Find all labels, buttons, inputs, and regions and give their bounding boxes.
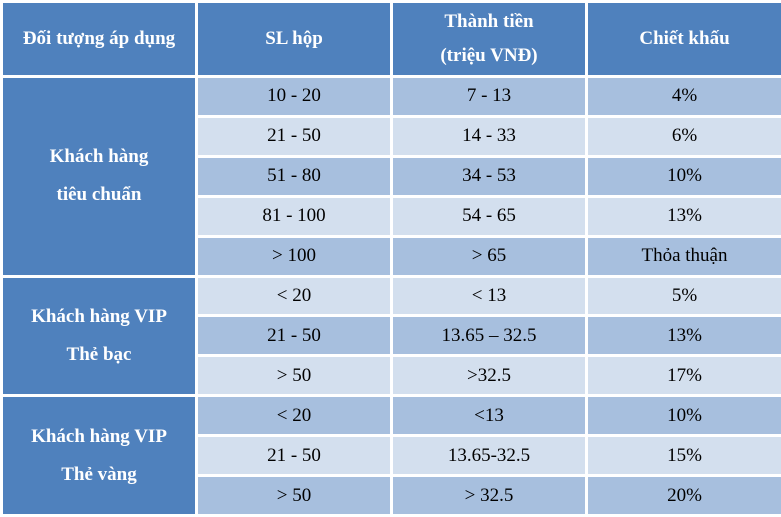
cell-quantity: > 50 [198,357,390,395]
header-target: Đối tượng áp dụng [3,3,195,75]
cell-discount: 13% [588,197,781,235]
group-label-line1: Khách hàng [49,146,149,168]
cell-quantity: 81 - 100 [198,197,390,235]
table-row: 21 - 50 13.65 – 32.5 13% [3,317,781,355]
cell-quantity: 10 - 20 [198,78,390,115]
cell-discount: 5% [588,277,781,315]
cell-discount: 20% [588,477,781,514]
header-quantity: SL hộp [198,3,390,75]
table-row: 81 - 100 54 - 65 13% [3,197,781,235]
group-label-line1: Khách hàng VIP [31,425,167,447]
cell-discount: 6% [588,117,781,155]
cell-quantity: 21 - 50 [198,317,390,355]
cell-quantity: 21 - 50 [198,117,390,155]
cell-discount: 10% [588,157,781,195]
cell-quantity: < 20 [198,397,390,435]
cell-amount: 14 - 33 [393,117,585,155]
cell-amount: 13.65 – 32.5 [393,317,585,355]
cell-amount: 13.65-32.5 [393,437,585,475]
group-label-line2: Thẻ bạc [66,343,132,365]
group-label-line2: tiêu chuẩn [56,184,142,206]
group-label-line2: Thẻ vàng [61,463,137,485]
cell-amount: >32.5 [393,357,585,395]
cell-amount: 7 - 13 [393,78,585,115]
table-row: > 50 >32.5 17% [3,357,781,395]
table-row: > 100 > 65 Thỏa thuận [3,237,781,275]
table-row: 21 - 50 14 - 33 6% [3,117,781,155]
cell-amount: <13 [393,397,585,435]
table-row: > 50 > 32.5 20% [3,477,781,514]
cell-quantity: < 20 [198,277,390,315]
cell-amount: > 32.5 [393,477,585,514]
cell-quantity: > 100 [198,237,390,275]
group-label-vip-silver: Khách hàng VIP Thẻ bạc [3,277,195,395]
group-label-line1: Khách hàng VIP [31,305,167,327]
header-amount-line2: (triệu VNĐ) [440,45,538,66]
cell-discount: 15% [588,437,781,475]
cell-amount: > 65 [393,237,585,275]
table-row: 51 - 80 34 - 53 10% [3,157,781,195]
cell-discount: 10% [588,397,781,435]
cell-amount: < 13 [393,277,585,315]
table-row: 21 - 50 13.65-32.5 15% [3,437,781,475]
cell-quantity: 51 - 80 [198,157,390,195]
header-amount-line1: Thành tiền [444,11,534,32]
group-label-vip-gold: Khách hàng VIP Thẻ vàng [3,397,195,514]
cell-quantity: 21 - 50 [198,437,390,475]
table-row: Khách hàng VIP Thẻ bạc < 20 < 13 5% [3,277,781,395]
cell-discount: Thỏa thuận [588,237,781,275]
group-label-standard: Khách hàng tiêu chuẩn [3,78,195,275]
header-row: Đối tượng áp dụng SL hộp Thành tiền (tri… [3,3,781,75]
header-discount: Chiết khấu [588,3,781,75]
cell-quantity: > 50 [198,477,390,514]
table-row: Khách hàng VIP Thẻ vàng < 20 <13 10% [3,397,781,514]
header-amount: Thành tiền (triệu VNĐ) [393,3,585,75]
cell-discount: 13% [588,317,781,355]
cell-discount: 4% [588,78,781,115]
cell-discount: 17% [588,357,781,395]
cell-amount: 54 - 65 [393,197,585,235]
table-row: Khách hàng tiêu chuẩn 10 - 20 7 - 13 4% [3,78,781,275]
cell-amount: 34 - 53 [393,157,585,195]
